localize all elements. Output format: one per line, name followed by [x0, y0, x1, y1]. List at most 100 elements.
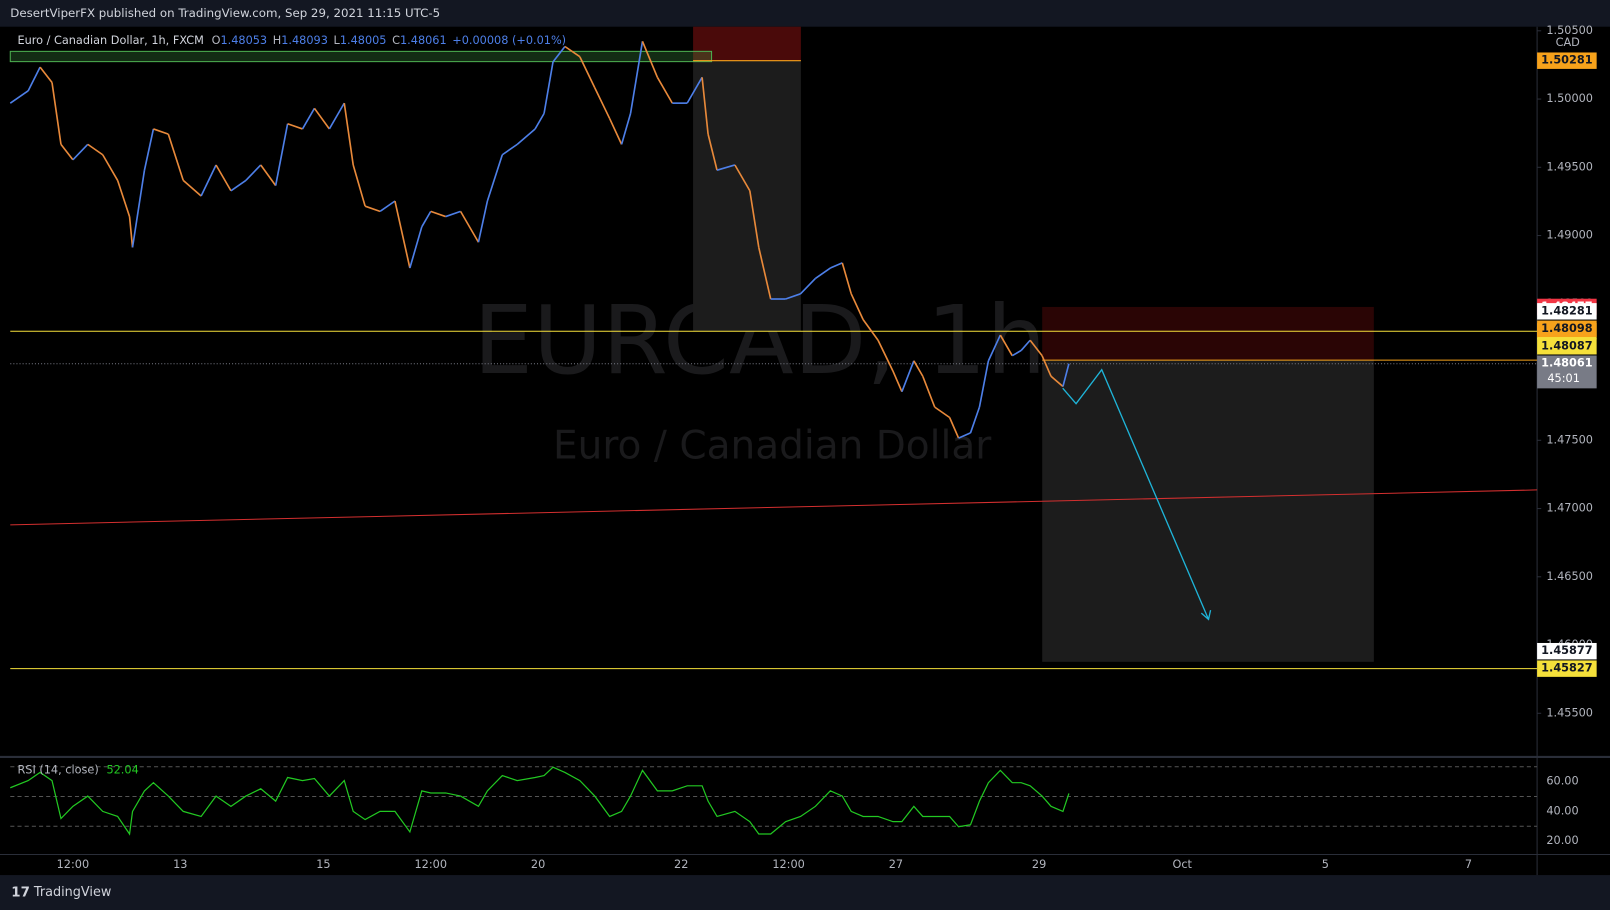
x-tick-label: 20 [531, 858, 545, 871]
price-segment [686, 76, 703, 104]
price-segment [948, 417, 960, 439]
price-segment [901, 360, 915, 392]
ohlc-key: L [334, 34, 341, 47]
price-segment [620, 113, 632, 145]
price-segment [564, 45, 581, 58]
price-label-box [1537, 338, 1597, 355]
price-segment [9, 90, 29, 104]
price-segment [608, 118, 623, 145]
price-label-box [1537, 303, 1597, 320]
price-segment [245, 164, 262, 181]
legend: Euro / Canadian Dollar, 1h, FXCM O1.4805… [17, 34, 566, 47]
price-segment [143, 128, 155, 171]
price-segment [969, 406, 981, 434]
y-tick-label: 1.49500 [1546, 160, 1593, 173]
y-tick-label: 1.49000 [1546, 229, 1593, 242]
price-segment [131, 170, 146, 248]
x-tick-label: 29 [1032, 858, 1046, 871]
price-segment [477, 200, 489, 243]
rsi-legend: RSI (14, close) 52.04 [17, 763, 138, 776]
x-tick-label: 22 [674, 858, 688, 871]
price-segment [552, 45, 566, 63]
price-segment [343, 103, 355, 166]
price-segment [260, 164, 277, 187]
price-label-box [1537, 320, 1597, 338]
brand-logo: 17 [11, 886, 30, 901]
price-segment [230, 179, 247, 192]
price-segment [534, 113, 545, 130]
ohlc-key: H [273, 34, 281, 47]
price-segment [841, 262, 853, 295]
price-segment [877, 339, 894, 372]
top-bar [0, 0, 1610, 27]
symbol: Euro / Canadian Dollar, 1h, FXCM [17, 34, 203, 47]
price-segment [301, 107, 316, 130]
ohlc-key: O [212, 34, 221, 47]
price-segment [364, 205, 381, 213]
axes: 12:00 13 15 12:00 20 22 12:00 27 29 Oct 5 7 1.45500 1… [57, 24, 1597, 871]
price-segment [1041, 355, 1052, 377]
price-segment [39, 66, 53, 84]
brand: TradingView [33, 885, 112, 900]
price-segment [1029, 339, 1043, 357]
price-segment [579, 56, 596, 89]
price-segment [287, 122, 303, 130]
price-segment [200, 164, 217, 197]
price-segment [102, 154, 119, 181]
price-segment [313, 107, 331, 130]
rsi-title: RSI (14, close) [17, 763, 98, 776]
price-segment [707, 133, 718, 171]
y-tick-label: 1.50000 [1546, 92, 1593, 105]
price-segment [430, 210, 446, 218]
price-segment [629, 41, 644, 114]
price-segment [60, 143, 74, 161]
price-segment [501, 143, 518, 156]
x-tick-label: 5 [1322, 858, 1329, 871]
zone-rectangle [9, 50, 713, 63]
price-segment [445, 210, 461, 218]
target-zone [1042, 360, 1374, 662]
bottom-bar [0, 875, 1610, 910]
x-tick-label: 13 [173, 858, 187, 871]
price-segment [27, 66, 41, 92]
price-segment [934, 406, 951, 419]
price-segment [153, 128, 169, 135]
price-segment [892, 370, 903, 393]
price-segment [51, 82, 62, 145]
x-tick-label: Oct [1172, 858, 1192, 871]
trend-line [10, 489, 1538, 526]
target-zone [693, 60, 801, 332]
price-segment [978, 360, 990, 408]
price-segment [814, 267, 831, 280]
plot [9, 40, 1538, 836]
rsi-value: 52.04 [106, 763, 138, 776]
x-tick-label: 27 [889, 858, 903, 871]
forecast-arrow [1062, 368, 1210, 620]
x-tick-label: 12:00 [414, 858, 447, 871]
price-segment [486, 154, 504, 202]
price-segment [987, 334, 1002, 362]
x-tick-label: 7 [1465, 858, 1472, 871]
price-segment [850, 293, 864, 320]
x-tick-label: 15 [316, 858, 330, 871]
publisher: DesertViperFX published on TradingView.c… [10, 6, 440, 20]
price-segment [274, 123, 289, 186]
y-tick-label: 1.45500 [1546, 706, 1593, 719]
price-segment [862, 319, 879, 341]
price-segment [913, 360, 924, 377]
change: +0.00008 (+0.01%) [452, 34, 566, 47]
countdown: 45:01 [1547, 372, 1580, 385]
price-segment [830, 262, 843, 269]
price-segment [421, 210, 432, 228]
price-segment [734, 164, 751, 192]
price-segment [701, 77, 709, 135]
price-label: 1.48281 [1541, 304, 1593, 317]
price-segment [72, 143, 89, 161]
price-segment [87, 143, 104, 156]
price-segment [182, 179, 202, 197]
price-segment [641, 40, 659, 78]
y-tick-label: 1.47500 [1546, 433, 1593, 446]
stop-zone [1042, 306, 1374, 361]
